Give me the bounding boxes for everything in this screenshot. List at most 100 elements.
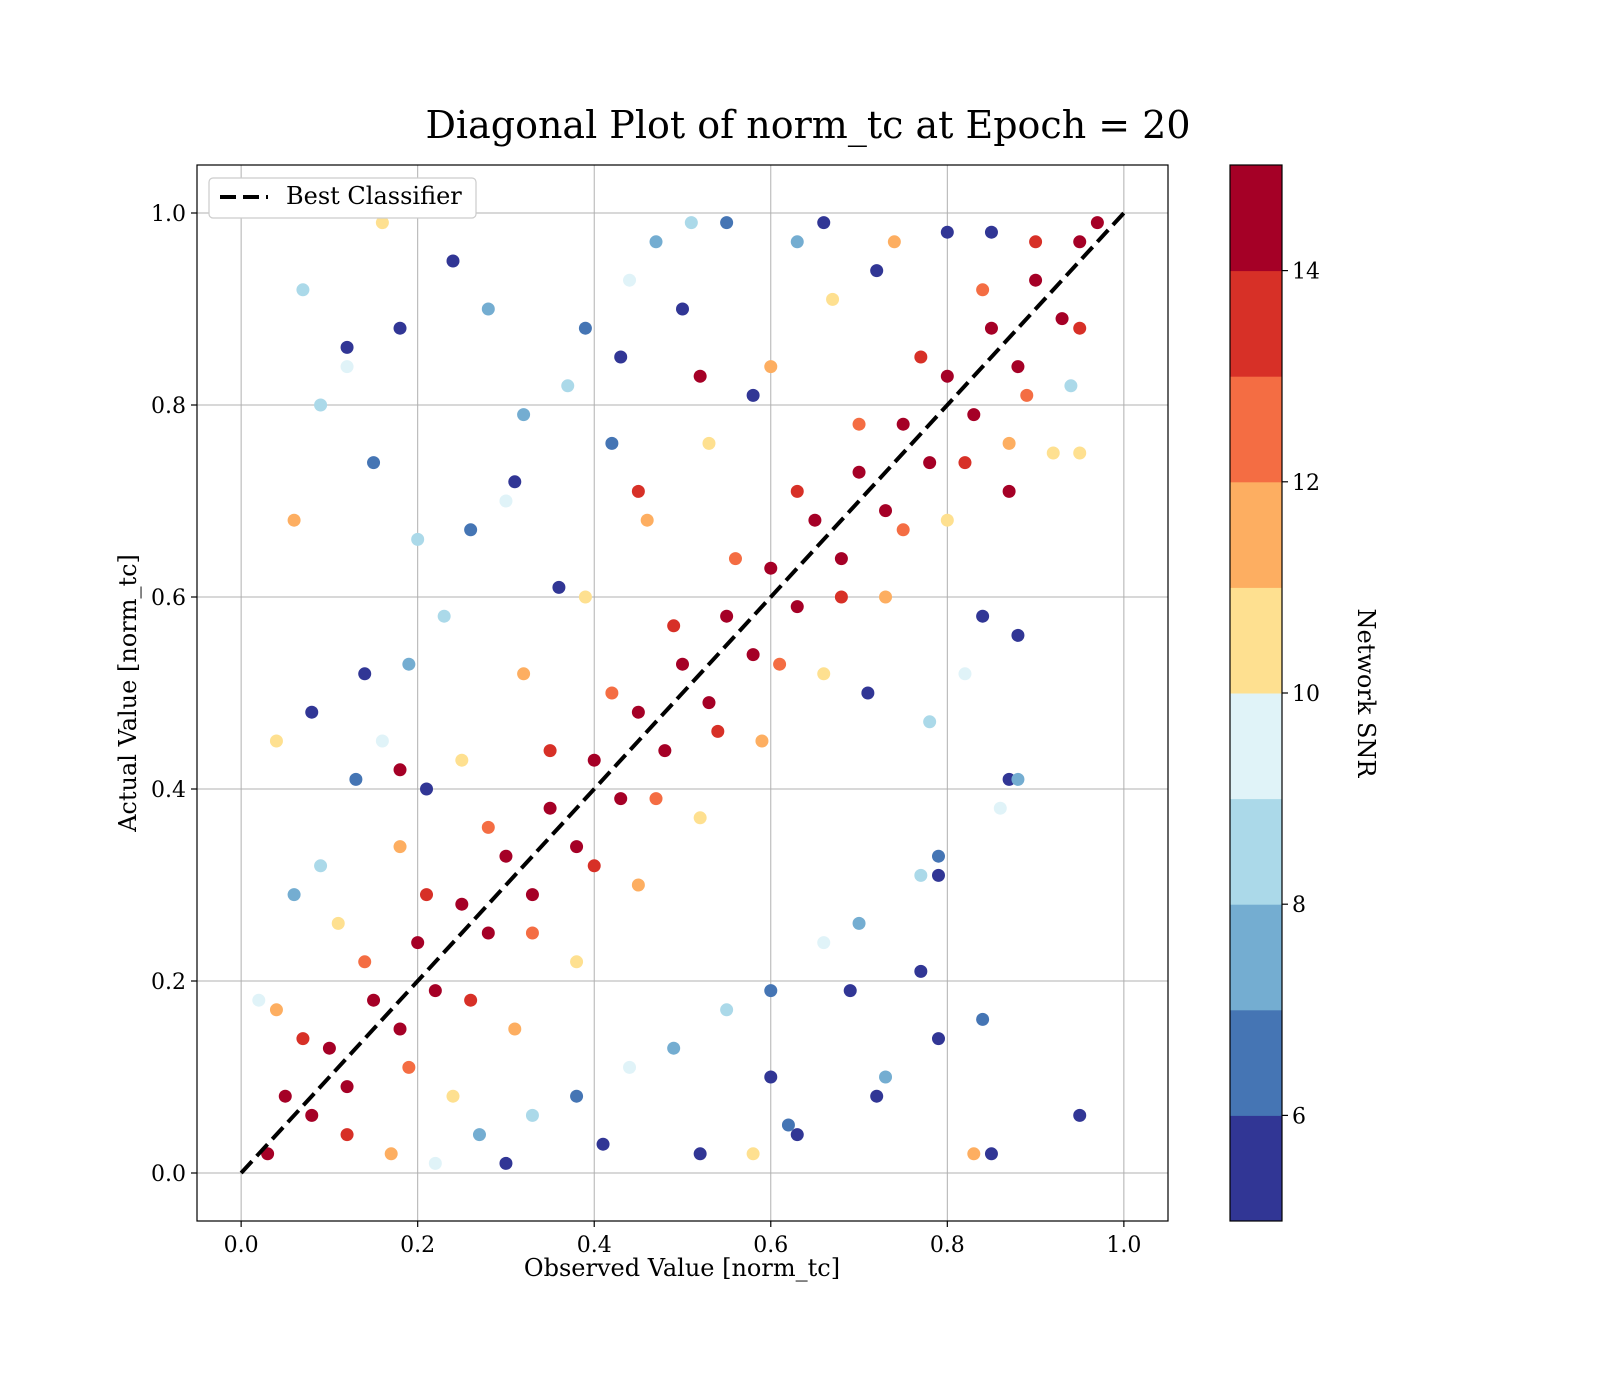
scatter-point [614,792,628,806]
scatter-point [931,868,945,882]
scatter-point [570,955,584,969]
scatter-point [861,686,875,700]
scatter-point [658,744,672,758]
scatter-point [764,561,778,575]
scatter-point [287,513,301,527]
plot-frame [196,164,1169,1222]
scatter-point [764,984,778,998]
scatter-point [614,350,628,364]
scatter-point [296,1032,310,1046]
scatter-point [746,648,760,662]
scatter-point [481,926,495,940]
scatter-point [314,398,328,412]
scatter-point [587,859,601,873]
scatter-point [958,667,972,681]
scatter-point [817,667,831,681]
scatter-point [984,321,998,335]
scatter-point [411,532,425,546]
x-tick-label: 0.6 [753,1233,788,1258]
scatter-point [790,1128,804,1142]
scatter-point [870,1089,884,1103]
scatter-point [667,1041,681,1055]
scatter-point [843,984,857,998]
scatter-point [1090,216,1104,230]
y-axis-ticks: 0.0 0.2 0.4 0.6 0.8 1.0 [151,202,197,1187]
scatter-point [340,360,354,374]
scatter-point [1064,379,1078,393]
scatter-point [464,523,478,537]
scatter-point [923,715,937,729]
scatter-point [976,1012,990,1026]
scatter-point [879,590,893,604]
scatter-point [914,868,928,882]
colorbar-bin [1230,587,1282,694]
scatter-point [1011,772,1025,786]
scatter-point [931,1032,945,1046]
scatter-point [552,580,566,594]
legend-box [208,177,477,219]
scatter-point [720,216,734,230]
scatter-point [508,1022,522,1036]
scatter-point [455,897,469,911]
x-axis-ticks: 0.0 0.2 0.4 0.6 0.8 1.0 [224,1221,1141,1258]
scatter-point [764,360,778,374]
scatter-point [993,801,1007,815]
scatter-point [1002,436,1016,450]
scatter-point [764,1070,778,1084]
scatter-point [720,1003,734,1017]
scatter-point [879,1070,893,1084]
scatter-point [499,849,513,863]
scatter-point [481,820,495,834]
scatter-point [322,1041,336,1055]
chart-title: Diagonal Plot of norm_tc at Epoch = 20 [425,103,1190,148]
scatter-point [1029,273,1043,287]
scatter-point [499,1156,513,1170]
scatter-point [967,408,981,422]
scatter-point [1011,628,1025,642]
x-tick-label: 0.0 [224,1233,259,1258]
x-tick-label: 1.0 [1106,1233,1141,1258]
scatter-point [525,888,539,902]
y-axis-label: Actual Value [norm_tc] [114,554,142,833]
scatter-point [517,667,531,681]
scatter-point [746,388,760,402]
scatter-point [384,1147,398,1161]
scatter-point [1002,484,1016,498]
scatter-point [358,667,372,681]
x-axis-label: Observed Value [norm_tc] [524,1254,840,1282]
scatter-point [887,235,901,249]
scatter-point [517,408,531,422]
scatter-point [879,504,893,518]
colorbar-bin [1230,270,1282,377]
scatter-point [852,465,866,479]
scatter-point [667,619,681,633]
scatter-point [570,840,584,854]
y-tick-label: 0.6 [151,586,186,611]
scatter-point [296,283,310,297]
scatter-point [1055,312,1069,326]
scatter-point [631,484,645,498]
scatter-point [940,225,954,239]
scatter-point [349,772,363,786]
scatter-point [428,984,442,998]
scatter-point [561,379,575,393]
scatter-point [728,552,742,566]
scatter-point [596,1137,610,1151]
scatter-point [1046,446,1060,460]
scatter-point [711,724,725,738]
y-tick-label: 1.0 [151,202,186,227]
scatter-point [525,1108,539,1122]
scatter-point [570,1089,584,1103]
scatter-point [578,590,592,604]
scatter-point [314,859,328,873]
scatter-point [578,321,592,335]
scatter-point [287,888,301,902]
scatter-point [649,235,663,249]
scatter-point [984,1147,998,1161]
colorbar-tick-label: 14 [1292,260,1320,285]
colorbar-bin [1230,1115,1282,1222]
scatter-point [631,878,645,892]
scatter-point [984,225,998,239]
scatter-point [340,1080,354,1094]
